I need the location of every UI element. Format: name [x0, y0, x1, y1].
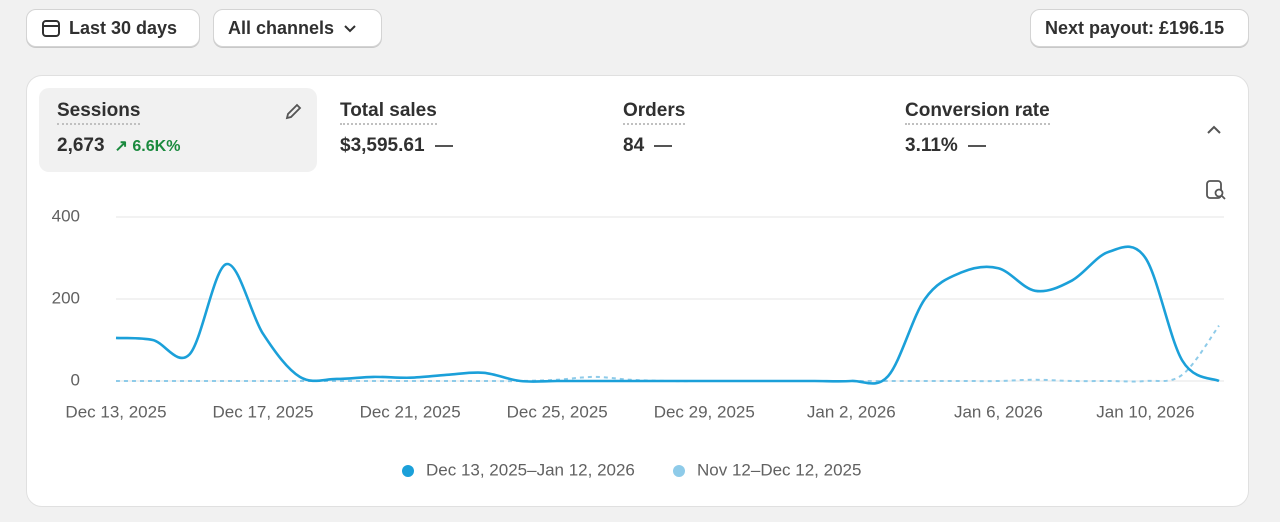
metric-value: 3.11%	[905, 135, 958, 156]
x-tick-label: Dec 13, 2025	[65, 402, 166, 421]
payout-button[interactable]: Next payout: £196.15	[1030, 9, 1249, 47]
metric-label: Orders	[623, 100, 686, 125]
metric-value: 2,673	[57, 135, 105, 156]
x-tick-label: Dec 29, 2025	[654, 402, 755, 421]
metric-tile[interactable]: Total sales $3,595.61	[322, 88, 600, 172]
metric-tile[interactable]: Sessions 2,673 ↗ 6.6K%	[39, 88, 317, 172]
chevron-down	[344, 25, 356, 33]
channel-label: All channels	[228, 17, 335, 38]
legend-label: Dec 13, 2025–Jan 12, 2026	[426, 460, 635, 479]
metric-label: Total sales	[340, 100, 437, 125]
channel-button[interactable]: All channels	[213, 9, 382, 47]
payout-label: Next payout: £196.15	[1045, 17, 1225, 38]
metric-value: 84	[623, 135, 645, 156]
x-tick-label: Jan 6, 2026	[954, 402, 1043, 421]
y-tick-label: 400	[52, 206, 80, 225]
x-tick-label: Jan 10, 2026	[1096, 402, 1194, 421]
sessions-chart: 0 200 400 Dec 13, 2025 Dec 17, 2025 Dec 21, 2…	[52, 206, 1224, 479]
y-tick-label: 0	[71, 370, 80, 389]
x-tick-label: Dec 21, 2025	[360, 402, 461, 421]
chart-settings-icon[interactable]	[1205, 179, 1227, 201]
legend-marker	[402, 465, 414, 477]
metric-change-value: 6.6K%	[132, 138, 181, 155]
edit-icon[interactable]	[283, 102, 303, 122]
x-tick-label: Dec 25, 2025	[507, 402, 608, 421]
metric-tile[interactable]: Orders 84	[605, 88, 883, 172]
x-tick-label: Jan 2, 2026	[807, 402, 896, 421]
metric-label: Sessions	[57, 100, 141, 125]
collapse-icon[interactable]	[1204, 120, 1224, 140]
legend-label: Nov 12–Dec 12, 2025	[697, 460, 861, 479]
date-range-button[interactable]: Last 30 days	[26, 9, 200, 47]
legend-marker	[673, 465, 685, 477]
metric-change: ↗ 6.6K%	[114, 138, 181, 155]
date-range-label: Last 30 days	[69, 17, 178, 38]
series-line	[116, 325, 1220, 383]
metric-tile[interactable]: Conversion rate 3.11%	[887, 88, 1165, 172]
y-tick-label: 200	[52, 288, 80, 307]
series-line	[115, 245, 1220, 385]
metric-value: $3,595.61	[340, 135, 425, 156]
calendar-icon	[42, 20, 60, 37]
metric-label: Conversion rate	[905, 100, 1050, 125]
x-tick-label: Dec 17, 2025	[212, 402, 313, 421]
